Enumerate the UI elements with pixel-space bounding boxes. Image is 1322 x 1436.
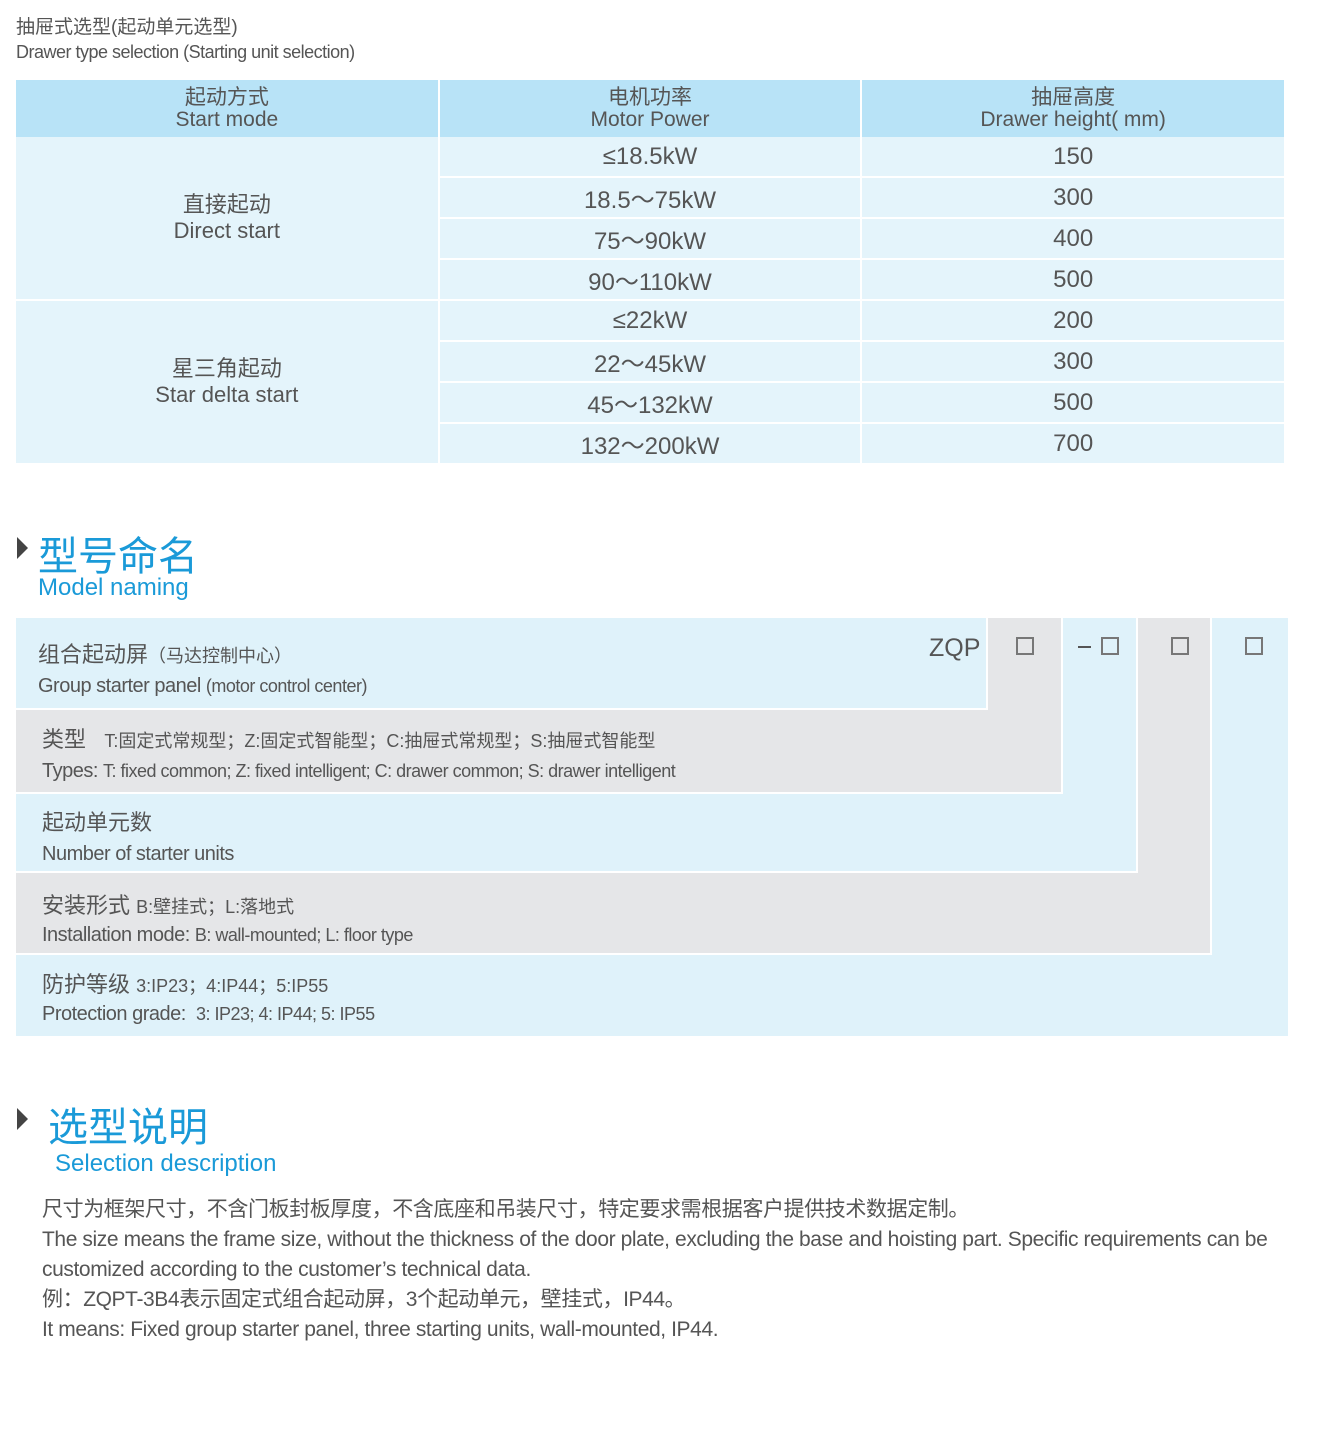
motor-power-cell: 22～45kW bbox=[438, 341, 863, 383]
units-placeholder-box bbox=[1101, 637, 1119, 655]
protection-placeholder-box bbox=[1245, 637, 1263, 655]
drawer-height-cell: 500 bbox=[861, 259, 1284, 301]
drawer-height-cell: 700 bbox=[861, 423, 1284, 465]
col-header: 抽屉高度 Drawer height( mm) bbox=[861, 80, 1284, 137]
table-row: 45～132kW 500 bbox=[16, 382, 1284, 424]
section-arrow-icon bbox=[17, 537, 28, 559]
col-header: 起动方式 Start mode bbox=[16, 80, 440, 137]
page-title-cn: 抽屉式选型(起动单元选型) bbox=[16, 17, 238, 38]
dash bbox=[1078, 646, 1091, 648]
section-title-cn: 选型说明 bbox=[48, 1106, 208, 1150]
section-title-en: Selection description bbox=[55, 1150, 277, 1177]
table-row: 90～110kW 500 bbox=[16, 259, 1284, 301]
drawer-height-cell: 200 bbox=[861, 300, 1284, 342]
motor-power-cell: 132～200kW bbox=[438, 423, 863, 465]
page-title-en: Drawer type selection (Starting unit sel… bbox=[16, 42, 355, 62]
model-row-panel: 组合起动屏（马达控制中心） Group starter panel (motor… bbox=[38, 642, 367, 697]
install-placeholder-box bbox=[1171, 637, 1189, 655]
model-row-type: 类型 T:固定式常规型；Z:固定式智能型；C:抽屉式常规型；S:抽屉式智能型 T… bbox=[42, 727, 676, 782]
drawer-height-cell: 150 bbox=[861, 137, 1284, 178]
section-title-cn: 型号命名 bbox=[38, 535, 198, 579]
model-row-protection: 防护等级 3:IP23；4:IP44；5:IP55 Protection gra… bbox=[42, 972, 375, 1025]
model-code: ZQP bbox=[929, 634, 981, 662]
drawer-height-cell: 300 bbox=[861, 177, 1284, 219]
table-row: 18.5～75kW 300 bbox=[16, 177, 1284, 219]
table-row: 75～90kW 400 bbox=[16, 218, 1284, 260]
motor-power-cell: 90～110kW bbox=[438, 259, 863, 301]
drawer-selection-table: 起动方式 Start mode 电机功率 Motor Power 抽屉高度 Drawe… bbox=[16, 80, 1284, 465]
motor-power-cell: 75～90kW bbox=[438, 218, 863, 260]
type-placeholder-box bbox=[1016, 637, 1034, 655]
table-row: 22～45kW 300 bbox=[16, 341, 1284, 383]
table-row: 直接起动 Direct start ≤18.5kW 150 bbox=[16, 137, 1284, 301]
table-row: 132～200kW 700 bbox=[16, 423, 1284, 465]
start-mode-cell: 直接起动 Direct start bbox=[16, 137, 440, 301]
motor-power-cell: ≤18.5kW bbox=[438, 137, 863, 178]
table-row: 星三角起动 Star delta start ≤22kW 200 bbox=[16, 300, 1284, 465]
drawer-height-cell: 300 bbox=[861, 341, 1284, 383]
motor-power-cell: 18.5～75kW bbox=[438, 177, 863, 219]
selection-description: 尺寸为框架尺寸，不含门板封板厚度，不含底座和吊装尺寸，特定要求需根据客户提供技术… bbox=[42, 1198, 1268, 1341]
col-header: 电机功率 Motor Power bbox=[438, 80, 863, 137]
drawer-height-cell: 500 bbox=[861, 382, 1284, 424]
drawer-height-cell: 400 bbox=[861, 218, 1284, 260]
start-mode-cell: 星三角起动 Star delta start bbox=[16, 300, 440, 465]
model-row-install: 安装形式 B:壁挂式；L:落地式 Installation mode: B: w… bbox=[42, 893, 413, 946]
model-row-units: 起动单元数 Number of starter units bbox=[42, 810, 234, 865]
section-arrow-icon bbox=[17, 1108, 28, 1130]
section-title-en: Model naming bbox=[38, 574, 189, 601]
motor-power-cell: 45～132kW bbox=[438, 382, 863, 424]
motor-power-cell: ≤22kW bbox=[438, 300, 863, 342]
